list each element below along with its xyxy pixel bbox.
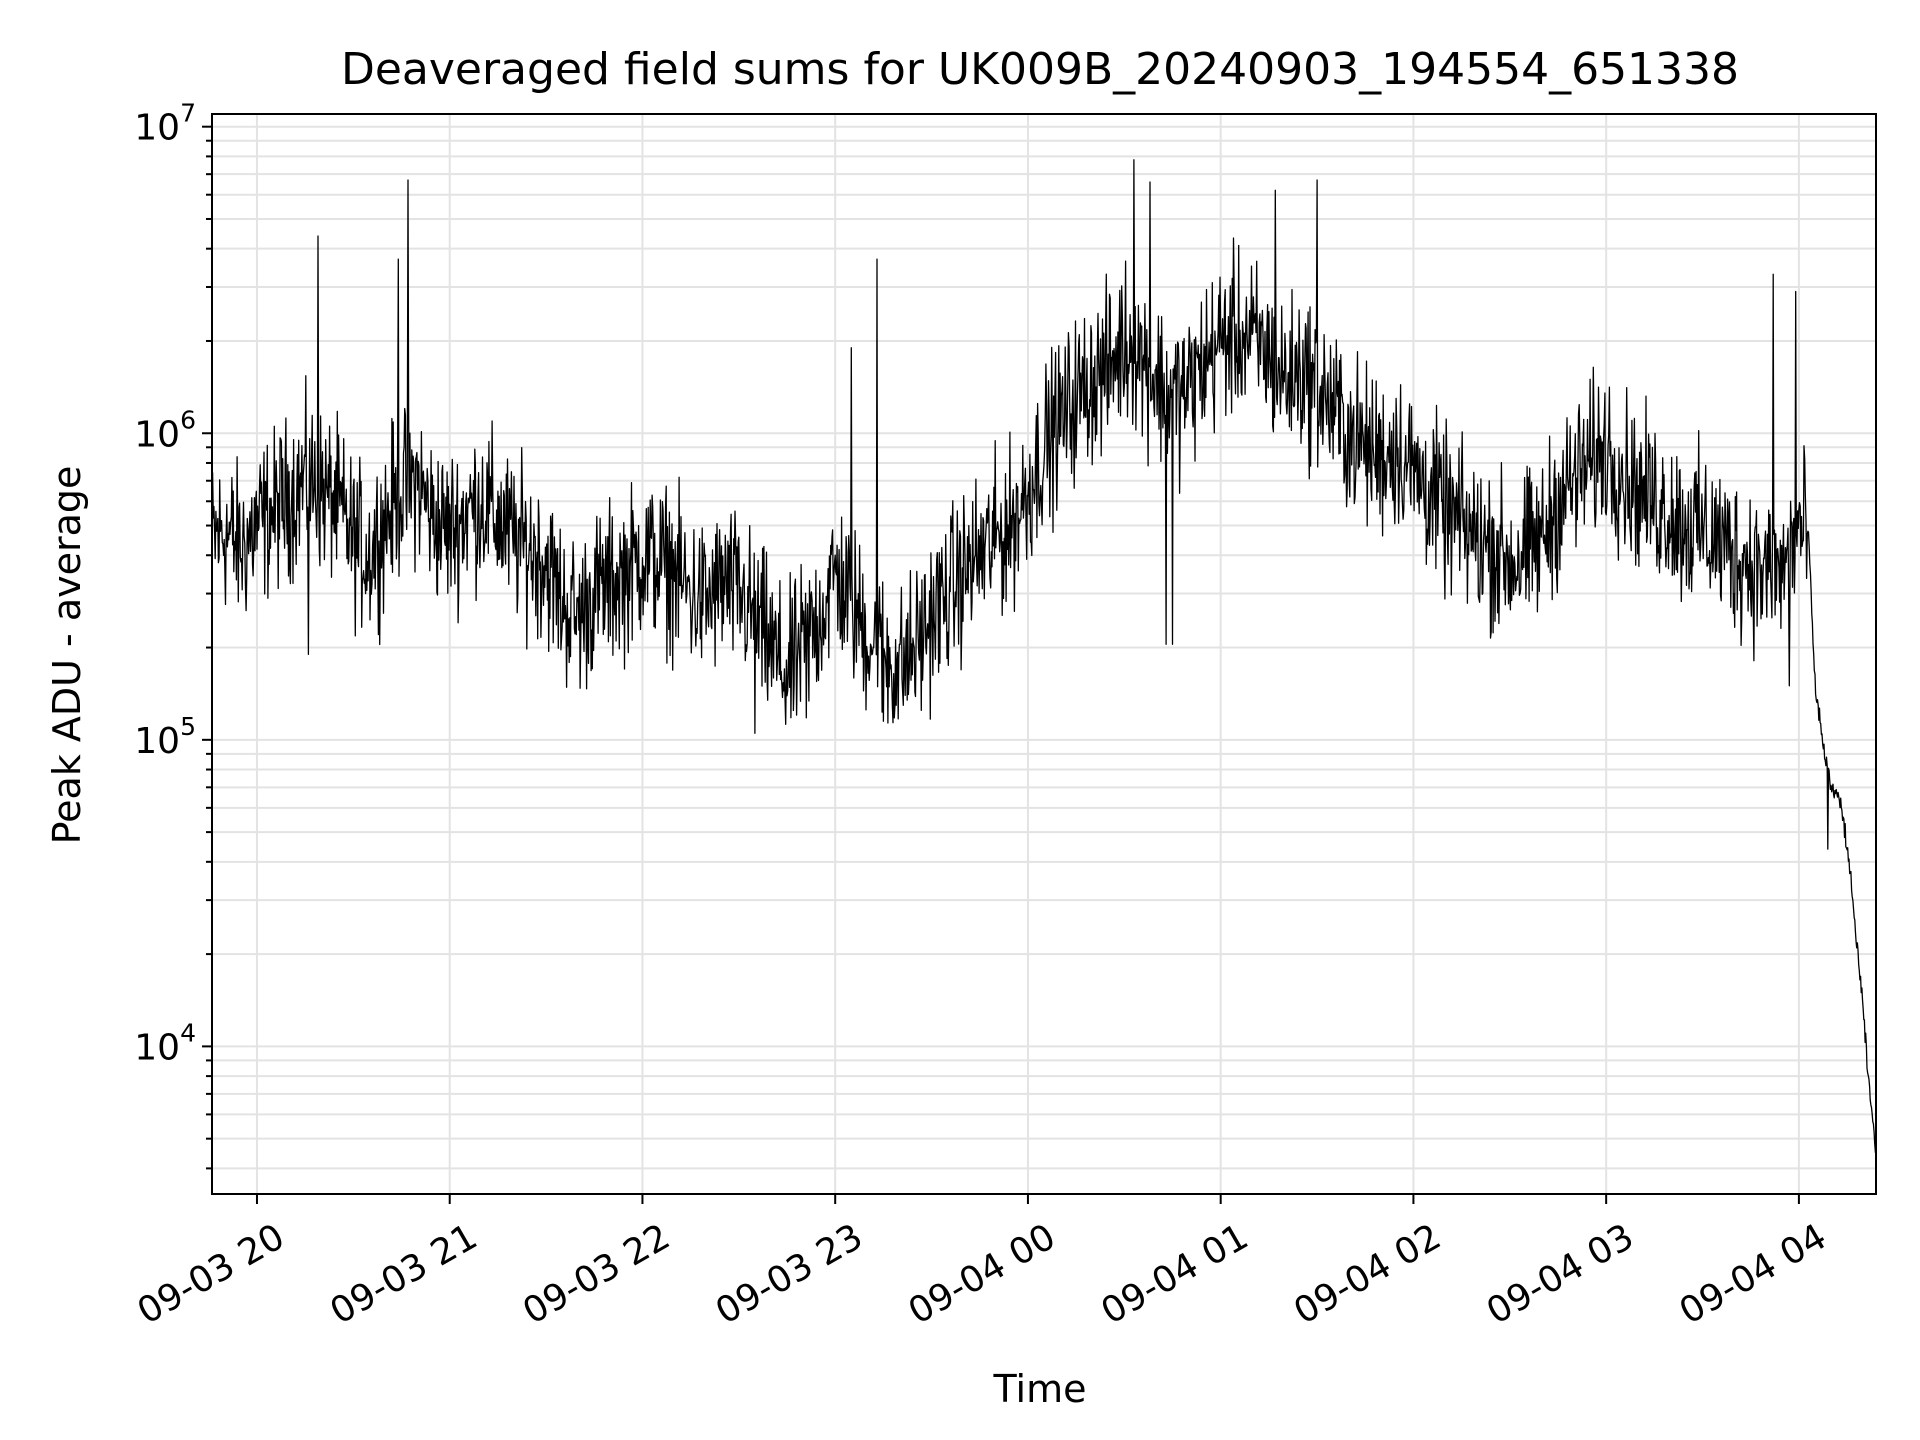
y-tick-label: 107 — [134, 99, 196, 149]
y-axis: 104 105 106 107 — [134, 99, 212, 1170]
chart-title: Deaveraged field sums for UK009B_2024090… — [341, 44, 1739, 95]
y-axis-label: Peak ADU - average — [45, 466, 89, 845]
x-axis-label: Time — [993, 1367, 1087, 1411]
y-tick-label: 104 — [134, 1018, 196, 1068]
y-tick-label: 105 — [134, 712, 196, 762]
grid-lines — [212, 114, 1876, 1194]
plot-area — [211, 159, 1877, 1154]
series-line — [211, 159, 1877, 1154]
axes-frame — [211, 113, 1877, 1195]
y-tick-label: 106 — [134, 405, 196, 455]
